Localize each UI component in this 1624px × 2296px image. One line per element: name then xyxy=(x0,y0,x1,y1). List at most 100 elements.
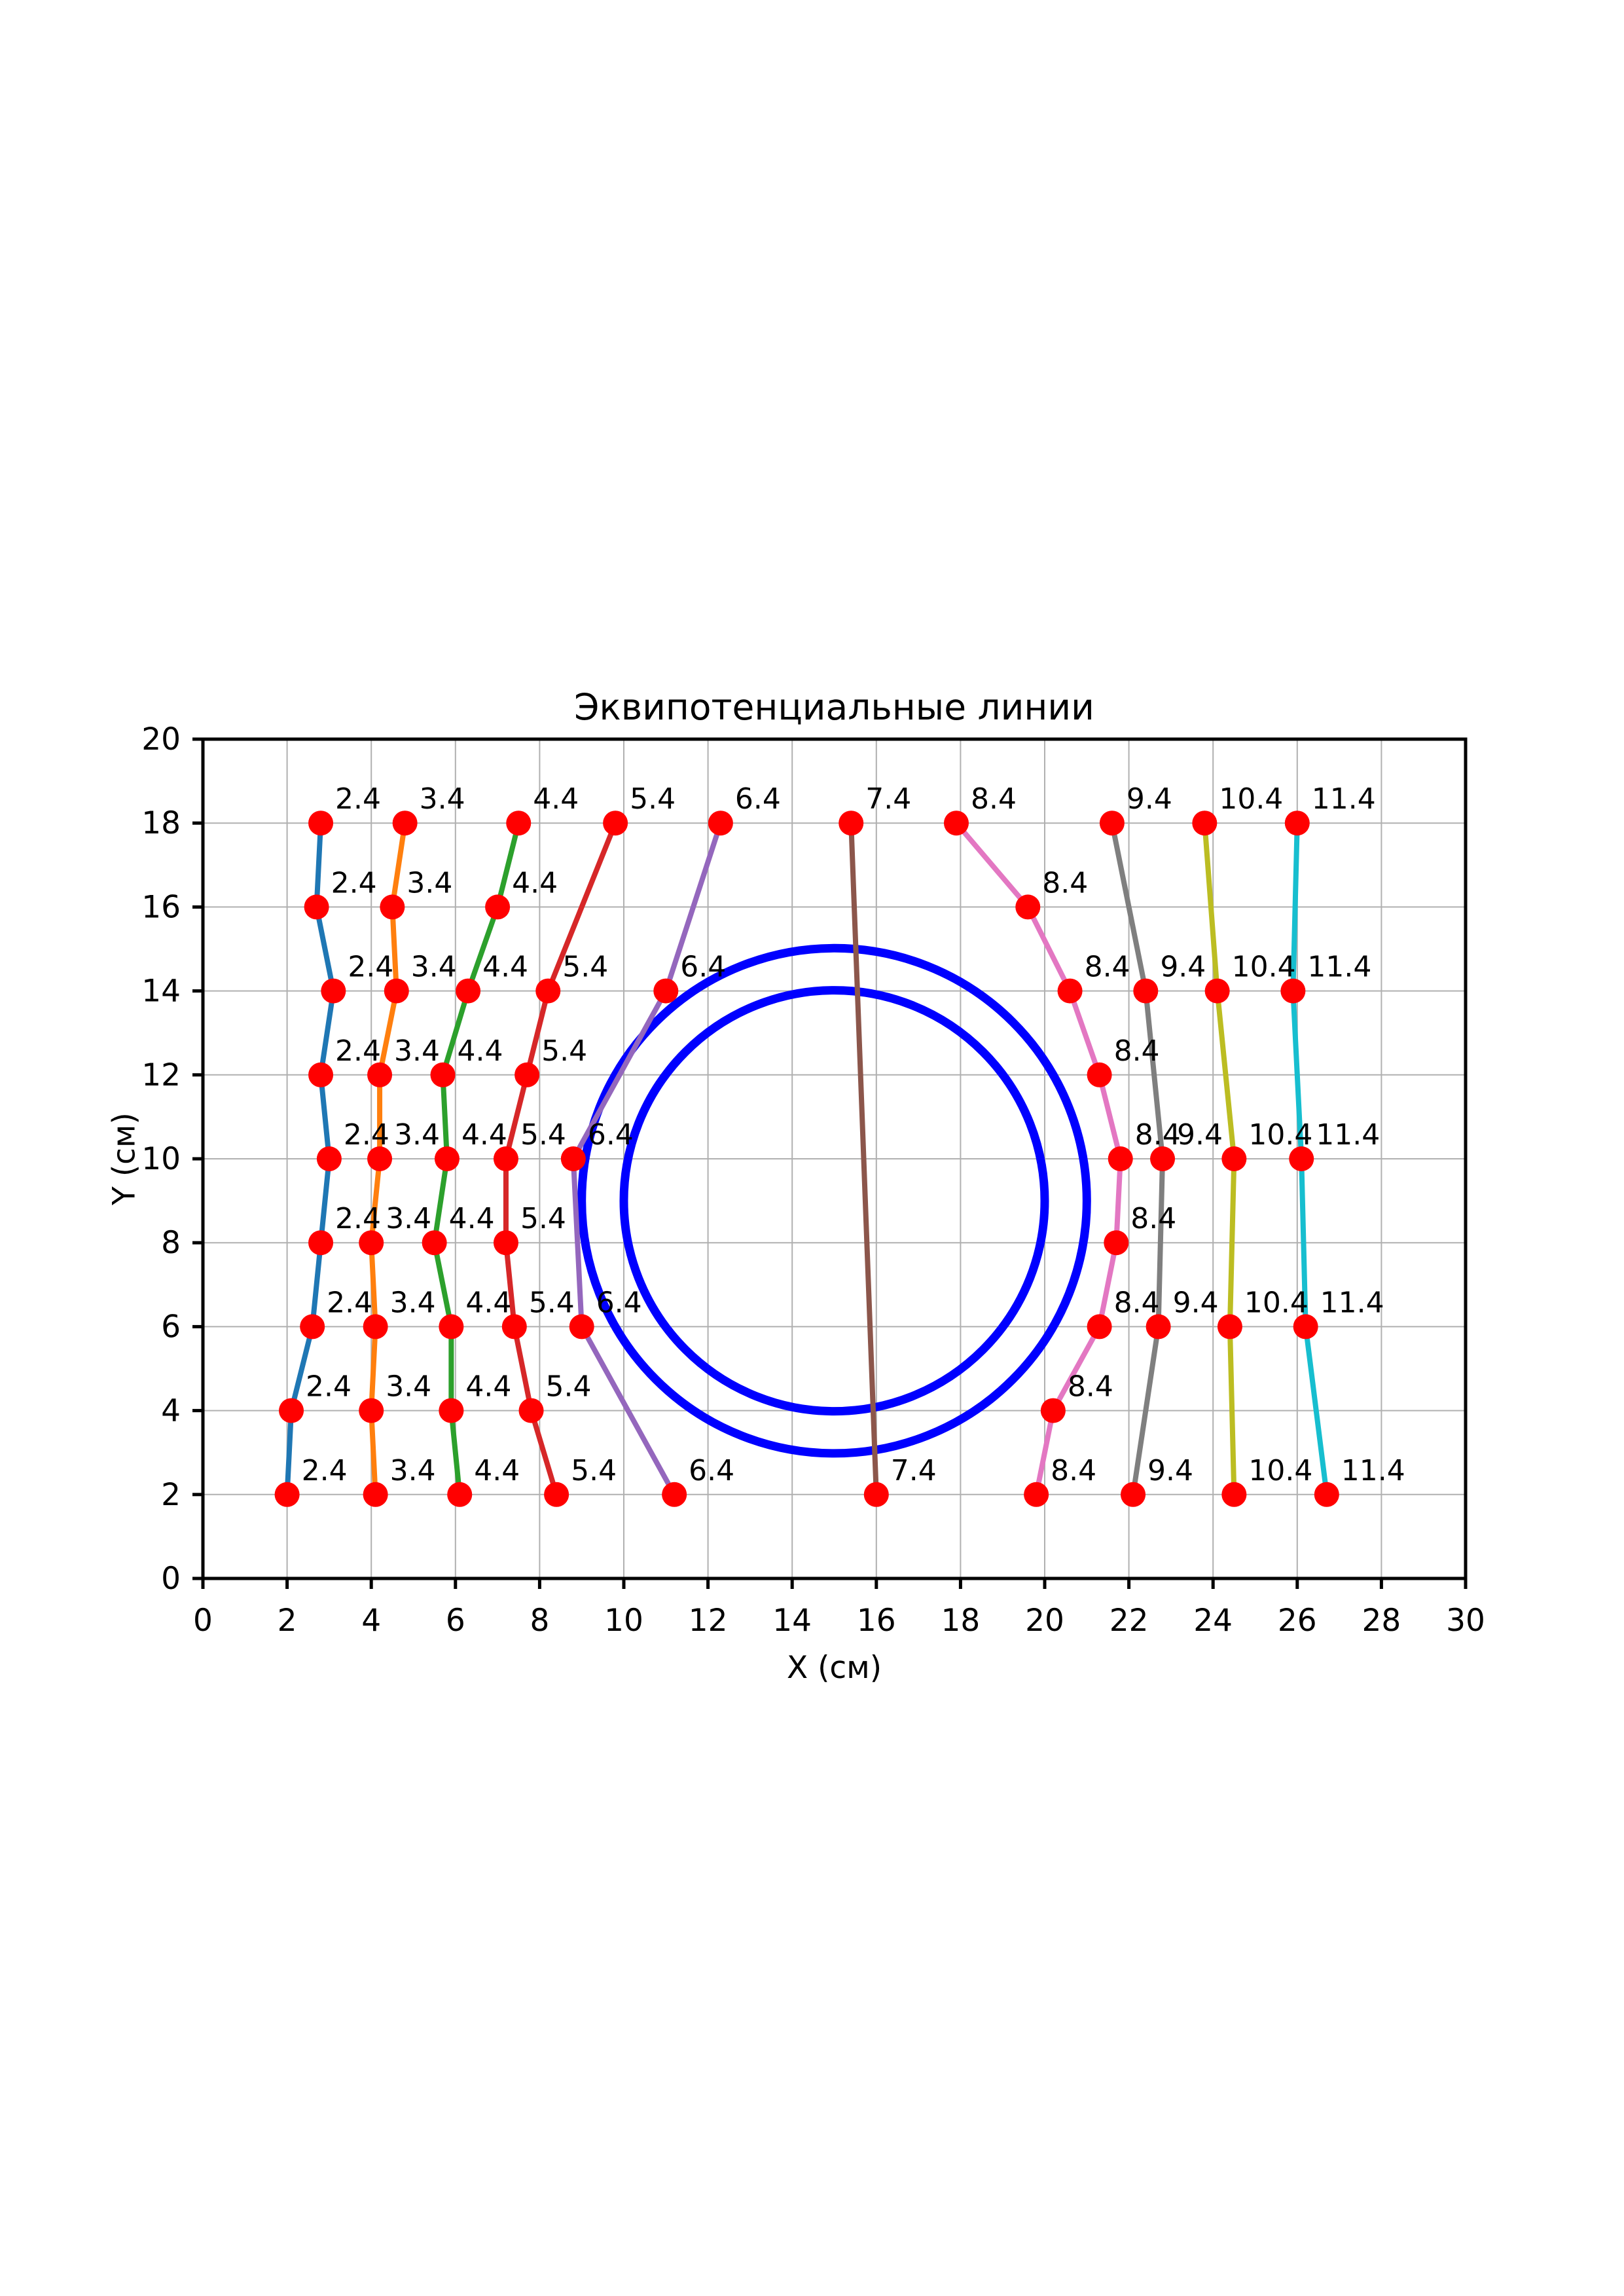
point-label-11.4: 11.4 xyxy=(1307,951,1371,984)
data-point-3.4 xyxy=(367,1062,393,1087)
point-label-2.4: 2.4 xyxy=(348,951,393,984)
point-label-11.4: 11.4 xyxy=(1316,1118,1380,1152)
point-label-2.4: 2.4 xyxy=(306,1370,352,1404)
point-label-8.4: 8.4 xyxy=(1114,1286,1160,1319)
x-axis-label: X (см) xyxy=(786,1650,882,1686)
data-point-6.4 xyxy=(662,1482,687,1507)
series-line-5.4 xyxy=(503,822,618,1495)
point-label-3.4: 3.4 xyxy=(390,1454,436,1487)
data-point-10.4 xyxy=(1192,811,1218,836)
x-tick-label: 8 xyxy=(530,1603,549,1639)
data-point-2.4 xyxy=(316,1146,342,1171)
y-tick-label: 2 xyxy=(161,1477,181,1513)
point-label-9.4: 9.4 xyxy=(1173,1286,1219,1319)
data-point-4.4 xyxy=(447,1482,473,1507)
data-point-10.4 xyxy=(1221,1482,1247,1507)
data-point-4.4 xyxy=(506,811,532,836)
data-point-4.4 xyxy=(439,1314,464,1339)
point-label-5.4: 5.4 xyxy=(562,951,608,984)
point-label-10.4: 10.4 xyxy=(1248,1454,1312,1487)
point-label-9.4: 9.4 xyxy=(1160,951,1206,984)
data-point-8.4 xyxy=(1015,894,1041,920)
point-label-6.4: 6.4 xyxy=(689,1454,734,1487)
data-point-3.4 xyxy=(363,1482,388,1507)
point-label-8.4: 8.4 xyxy=(1042,866,1088,900)
x-tick-label: 16 xyxy=(857,1603,896,1639)
point-label-6.4: 6.4 xyxy=(680,951,726,984)
data-point-5.4 xyxy=(518,1398,544,1423)
data-point-3.4 xyxy=(392,811,418,836)
data-point-6.4 xyxy=(653,978,679,1004)
data-point-9.4 xyxy=(1099,811,1125,836)
data-point-2.4 xyxy=(304,894,329,920)
data-point-5.4 xyxy=(544,1482,569,1507)
point-label-8.4: 8.4 xyxy=(971,782,1017,816)
point-label-6.4: 6.4 xyxy=(588,1118,634,1152)
data-point-8.4 xyxy=(1040,1398,1066,1423)
data-point-3.4 xyxy=(363,1314,388,1339)
point-label-3.4: 3.4 xyxy=(394,1118,440,1152)
data-point-2.4 xyxy=(321,978,346,1004)
data-point-4.4 xyxy=(439,1398,464,1423)
point-label-10.4: 10.4 xyxy=(1248,1118,1312,1152)
point-label-5.4: 5.4 xyxy=(520,1202,566,1235)
data-point-4.4 xyxy=(434,1146,460,1171)
point-label-4.4: 4.4 xyxy=(482,951,528,984)
y-tick-label: 18 xyxy=(141,805,181,841)
point-label-11.4: 11.4 xyxy=(1312,782,1376,816)
data-point-8.4 xyxy=(1087,1062,1112,1087)
point-label-2.4: 2.4 xyxy=(335,1202,381,1235)
point-label-3.4: 3.4 xyxy=(394,1034,440,1068)
point-label-5.4: 5.4 xyxy=(529,1286,575,1319)
x-tick-label: 26 xyxy=(1278,1603,1317,1639)
point-label-3.4: 3.4 xyxy=(386,1370,431,1404)
point-label-7.4: 7.4 xyxy=(865,782,911,816)
data-point-11.4 xyxy=(1314,1482,1339,1507)
x-tick-label: 24 xyxy=(1193,1603,1233,1639)
data-point-11.4 xyxy=(1289,1146,1314,1171)
data-point-4.4 xyxy=(456,978,481,1004)
point-label-10.4: 10.4 xyxy=(1232,951,1296,984)
point-label-11.4: 11.4 xyxy=(1341,1454,1405,1487)
data-point-8.4 xyxy=(1104,1230,1129,1256)
point-label-9.4: 9.4 xyxy=(1177,1118,1223,1152)
data-point-2.4 xyxy=(274,1482,300,1507)
point-label-8.4: 8.4 xyxy=(1068,1370,1113,1404)
data-point-7.4 xyxy=(839,811,864,836)
data-point-8.4 xyxy=(943,811,969,836)
point-label-3.4: 3.4 xyxy=(420,782,465,816)
data-point-2.4 xyxy=(308,1062,334,1087)
point-label-8.4: 8.4 xyxy=(1130,1202,1176,1235)
data-point-5.4 xyxy=(535,978,561,1004)
point-label-6.4: 6.4 xyxy=(735,782,781,816)
point-label-10.4: 10.4 xyxy=(1244,1286,1308,1319)
point-label-5.4: 5.4 xyxy=(630,782,676,816)
point-label-4.4: 4.4 xyxy=(458,1034,503,1068)
y-tick-label: 16 xyxy=(141,889,181,925)
data-point-6.4 xyxy=(569,1314,594,1339)
point-label-4.4: 4.4 xyxy=(449,1202,495,1235)
electrode-circle-inner xyxy=(619,986,1049,1416)
data-point-5.4 xyxy=(514,1062,540,1087)
data-point-9.4 xyxy=(1133,978,1159,1004)
data-point-3.4 xyxy=(359,1398,384,1423)
data-point-8.4 xyxy=(1108,1146,1133,1171)
y-tick-label: 12 xyxy=(141,1057,181,1093)
point-label-3.4: 3.4 xyxy=(406,866,452,900)
point-label-8.4: 8.4 xyxy=(1135,1118,1181,1152)
point-label-6.4: 6.4 xyxy=(596,1286,642,1319)
x-tick-label: 22 xyxy=(1110,1603,1149,1639)
data-point-2.4 xyxy=(300,1314,325,1339)
data-point-9.4 xyxy=(1121,1482,1146,1507)
y-tick-label: 6 xyxy=(161,1309,181,1345)
point-label-4.4: 4.4 xyxy=(465,1370,511,1404)
x-tick-label: 4 xyxy=(361,1603,381,1639)
point-label-8.4: 8.4 xyxy=(1085,951,1130,984)
y-tick-label: 0 xyxy=(161,1561,181,1597)
point-label-2.4: 2.4 xyxy=(335,782,381,816)
data-point-4.4 xyxy=(430,1062,456,1087)
y-tick-label: 20 xyxy=(141,721,181,757)
point-label-11.4: 11.4 xyxy=(1320,1286,1384,1319)
